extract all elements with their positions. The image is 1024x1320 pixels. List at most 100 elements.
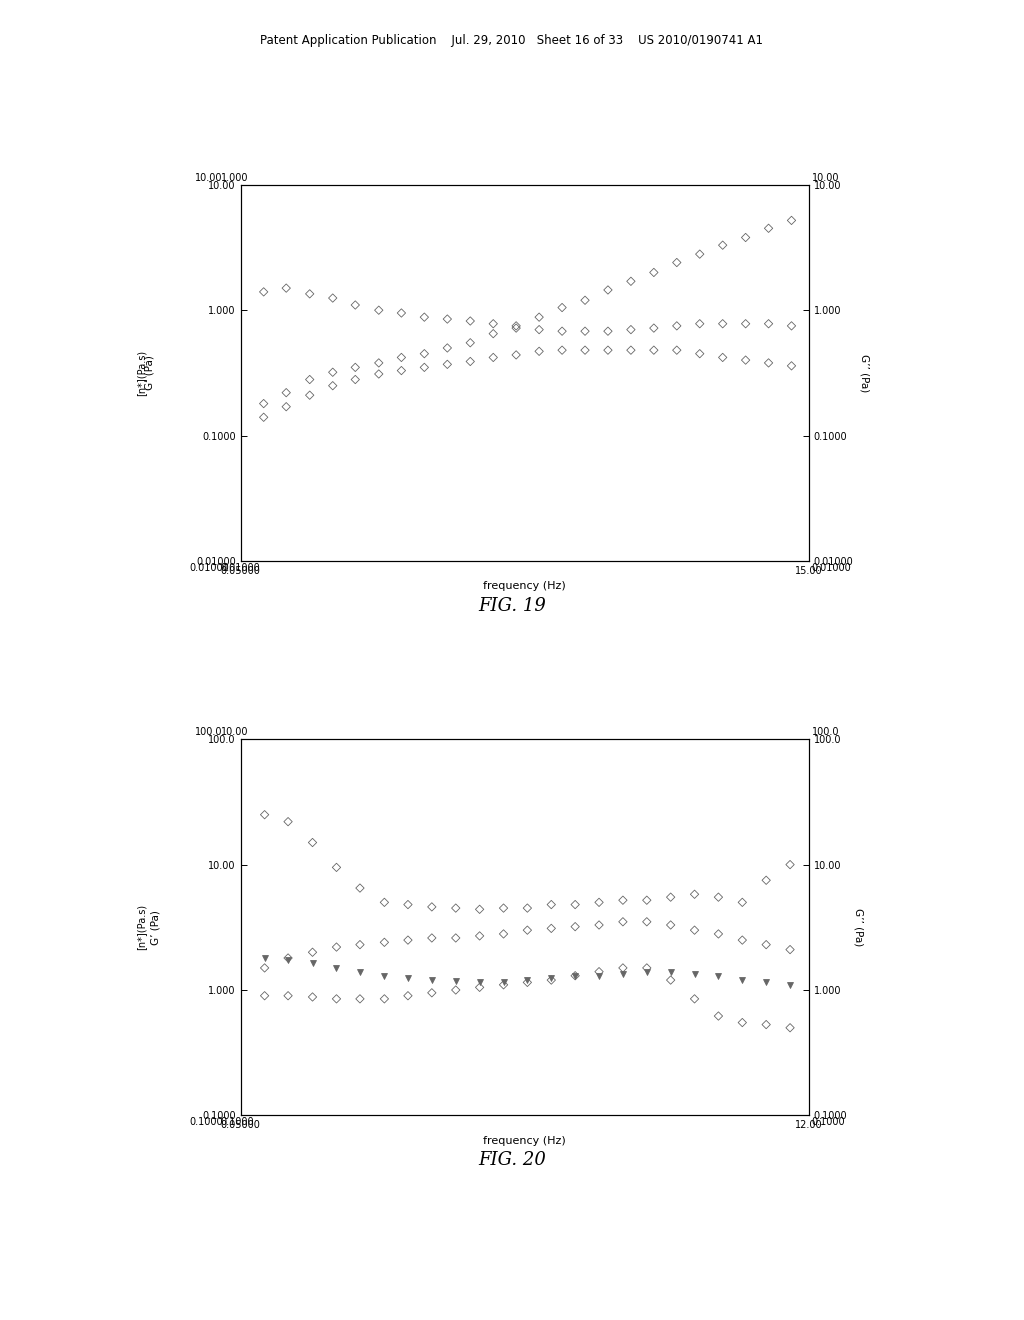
Point bbox=[600, 280, 616, 301]
Point bbox=[329, 857, 345, 878]
Point bbox=[508, 318, 524, 339]
Point bbox=[371, 352, 387, 374]
Point bbox=[711, 924, 727, 945]
Point bbox=[424, 928, 440, 949]
Point bbox=[711, 1006, 727, 1027]
Point bbox=[399, 929, 416, 950]
Point bbox=[554, 321, 570, 342]
Point bbox=[256, 804, 272, 825]
Point bbox=[393, 347, 410, 368]
Point bbox=[280, 948, 296, 969]
Point bbox=[376, 892, 392, 913]
Point bbox=[577, 339, 593, 360]
Point bbox=[279, 381, 295, 403]
Point bbox=[663, 969, 679, 990]
Point bbox=[416, 306, 432, 327]
Point bbox=[447, 970, 464, 991]
Point bbox=[782, 974, 799, 995]
Point bbox=[691, 244, 708, 265]
Point bbox=[530, 319, 547, 341]
Point bbox=[352, 989, 369, 1010]
Point bbox=[783, 315, 800, 337]
Point bbox=[325, 288, 341, 309]
Point bbox=[761, 218, 777, 239]
Point bbox=[567, 894, 584, 915]
Point bbox=[304, 832, 321, 853]
Point bbox=[508, 315, 524, 337]
Point bbox=[646, 339, 663, 360]
Point bbox=[519, 972, 536, 993]
Point bbox=[783, 355, 800, 376]
Point bbox=[393, 302, 410, 323]
Point bbox=[325, 362, 341, 383]
Text: 0.01000: 0.01000 bbox=[812, 562, 852, 573]
Point bbox=[508, 345, 524, 366]
Point bbox=[734, 892, 751, 913]
Point bbox=[691, 313, 708, 334]
Point bbox=[496, 924, 512, 945]
Point bbox=[347, 294, 364, 315]
Point bbox=[416, 343, 432, 364]
Point bbox=[737, 227, 754, 248]
Point bbox=[439, 354, 456, 375]
Point bbox=[711, 887, 727, 908]
Point bbox=[639, 961, 655, 982]
Text: 0.01000: 0.01000 bbox=[189, 562, 229, 573]
Point bbox=[737, 350, 754, 371]
Y-axis label: G’ (Pa): G’ (Pa) bbox=[151, 909, 161, 945]
Point bbox=[519, 898, 536, 919]
Point bbox=[543, 969, 559, 990]
Point bbox=[646, 261, 663, 282]
Text: 1.000: 1.000 bbox=[221, 173, 248, 183]
Point bbox=[758, 1014, 774, 1035]
Point bbox=[279, 396, 295, 417]
Point bbox=[623, 319, 639, 341]
Point bbox=[639, 890, 655, 911]
Point bbox=[325, 375, 341, 396]
Point bbox=[758, 870, 774, 891]
Point bbox=[600, 321, 616, 342]
Point bbox=[591, 961, 607, 982]
Point bbox=[591, 965, 607, 986]
Point bbox=[663, 887, 679, 908]
Point bbox=[304, 952, 321, 973]
Point bbox=[669, 252, 685, 273]
Point bbox=[758, 935, 774, 956]
Y-axis label: G’ (Pa): G’ (Pa) bbox=[144, 355, 155, 391]
Point bbox=[462, 351, 478, 372]
Point bbox=[639, 957, 655, 978]
Point bbox=[399, 985, 416, 1006]
Point bbox=[376, 965, 392, 986]
Point bbox=[301, 284, 317, 305]
Text: 0.1000: 0.1000 bbox=[221, 1117, 254, 1127]
Point bbox=[447, 979, 464, 1001]
Point bbox=[255, 281, 271, 302]
Point bbox=[496, 898, 512, 919]
Point bbox=[471, 925, 487, 946]
Point bbox=[591, 892, 607, 913]
Point bbox=[471, 977, 487, 998]
Point bbox=[715, 235, 731, 256]
Point bbox=[577, 289, 593, 310]
Point bbox=[255, 393, 271, 414]
Point bbox=[530, 341, 547, 362]
Y-axis label: G’’ (Pa): G’’ (Pa) bbox=[859, 354, 869, 392]
Point bbox=[782, 854, 799, 875]
Point bbox=[669, 315, 685, 337]
Point bbox=[623, 339, 639, 360]
X-axis label: frequency (Hz): frequency (Hz) bbox=[483, 581, 566, 591]
Point bbox=[614, 957, 631, 978]
Point bbox=[371, 363, 387, 384]
Point bbox=[280, 810, 296, 832]
Text: FIG. 20: FIG. 20 bbox=[478, 1151, 546, 1170]
Point bbox=[471, 972, 487, 993]
Point bbox=[347, 370, 364, 391]
Point bbox=[416, 356, 432, 378]
Point bbox=[255, 407, 271, 428]
Point bbox=[614, 890, 631, 911]
Text: 10.00: 10.00 bbox=[196, 173, 222, 183]
Point bbox=[301, 384, 317, 405]
Point bbox=[399, 968, 416, 989]
Point bbox=[447, 898, 464, 919]
Point bbox=[543, 894, 559, 915]
